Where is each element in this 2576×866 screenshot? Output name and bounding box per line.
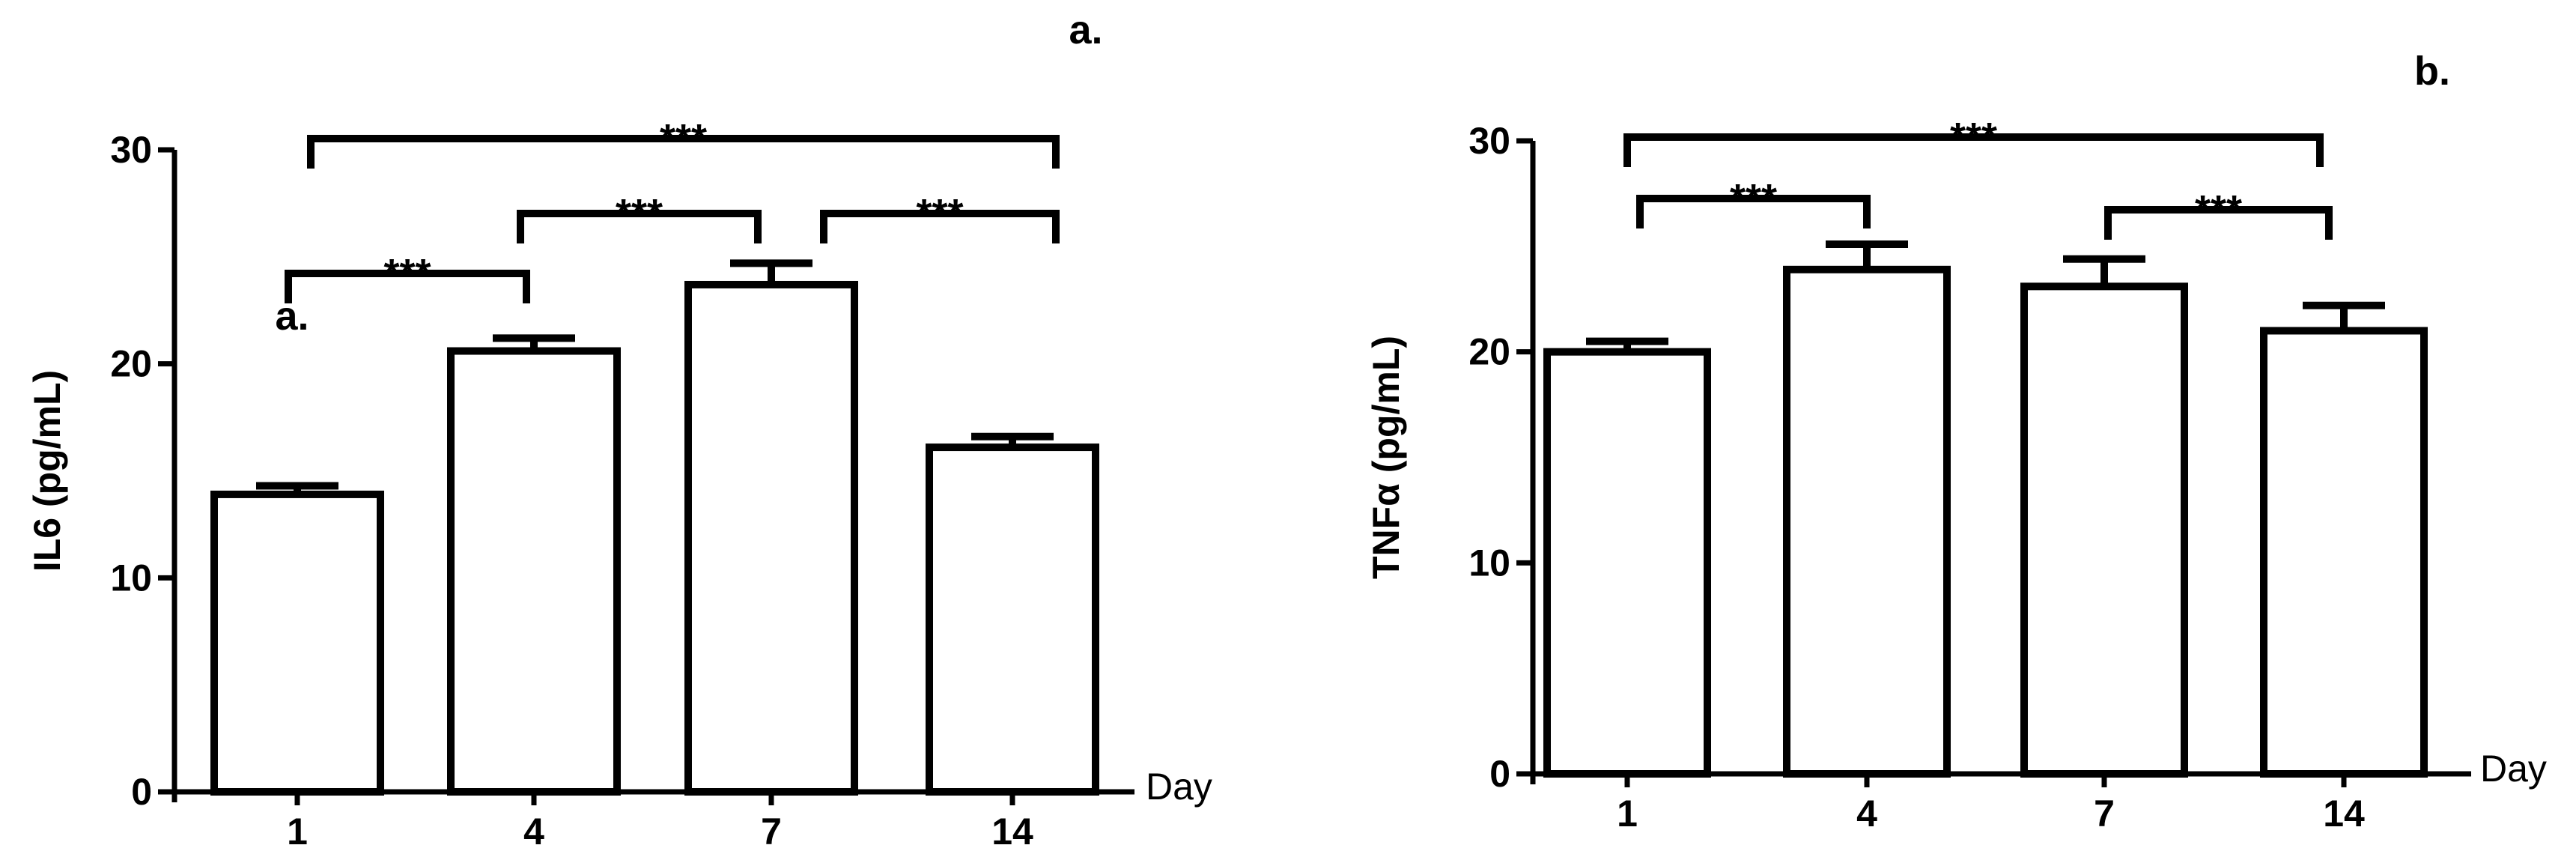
x-tick-label: 4 bbox=[1856, 793, 1877, 835]
bar bbox=[2020, 282, 2188, 778]
significance-bracket bbox=[285, 270, 530, 303]
y-tick-label: 0 bbox=[131, 771, 152, 813]
bar bbox=[447, 347, 621, 796]
y-tick-label: 20 bbox=[110, 343, 152, 385]
x-tick-label: 14 bbox=[2323, 793, 2365, 835]
y-tick-label: 10 bbox=[1468, 542, 1510, 584]
x-tick-label: 7 bbox=[2094, 793, 2115, 835]
bar bbox=[2260, 327, 2428, 778]
significance-label: *** bbox=[616, 191, 663, 236]
y-tick-label: 30 bbox=[1468, 120, 1510, 162]
y-tick-label: 30 bbox=[110, 129, 152, 171]
significance-label: *** bbox=[916, 191, 963, 236]
y-tick-label: 10 bbox=[110, 557, 152, 599]
x-axis-label: Day bbox=[2480, 748, 2547, 790]
y-tick-label: 20 bbox=[1468, 331, 1510, 373]
significance-bracket bbox=[1623, 133, 2324, 167]
bar bbox=[1783, 265, 1951, 778]
y-axis-label: TNFα (pg/mL) bbox=[1365, 336, 1407, 579]
bar bbox=[210, 490, 384, 796]
significance-label: *** bbox=[2195, 187, 2242, 232]
x-tick-label: 14 bbox=[991, 811, 1033, 853]
x-tick-label: 1 bbox=[287, 811, 308, 853]
significance-label: *** bbox=[660, 116, 707, 161]
panel-label: a. bbox=[1069, 7, 1102, 52]
bar bbox=[926, 443, 1099, 796]
significance-bracket bbox=[1636, 195, 1871, 228]
panel-label: b. bbox=[2414, 49, 2450, 94]
y-axis-label: IL6 (pg/mL) bbox=[26, 370, 68, 572]
significance-label: *** bbox=[1730, 176, 1777, 221]
x-tick-label: 1 bbox=[1617, 793, 1638, 835]
significance-bracket bbox=[307, 135, 1060, 169]
significance-label: *** bbox=[1950, 115, 1997, 160]
x-axis-label: Day bbox=[1146, 766, 1212, 808]
x-tick-label: 4 bbox=[523, 811, 544, 853]
significance-bracket bbox=[517, 210, 762, 243]
bar bbox=[684, 280, 858, 796]
y-tick-label: 0 bbox=[1489, 753, 1510, 795]
inner-panel-label: a. bbox=[275, 294, 309, 339]
significance-bracket bbox=[2104, 206, 2333, 240]
x-tick-label: 7 bbox=[761, 811, 782, 853]
significance-label: *** bbox=[383, 251, 431, 296]
bar bbox=[1543, 348, 1711, 778]
significance-bracket bbox=[820, 210, 1060, 243]
